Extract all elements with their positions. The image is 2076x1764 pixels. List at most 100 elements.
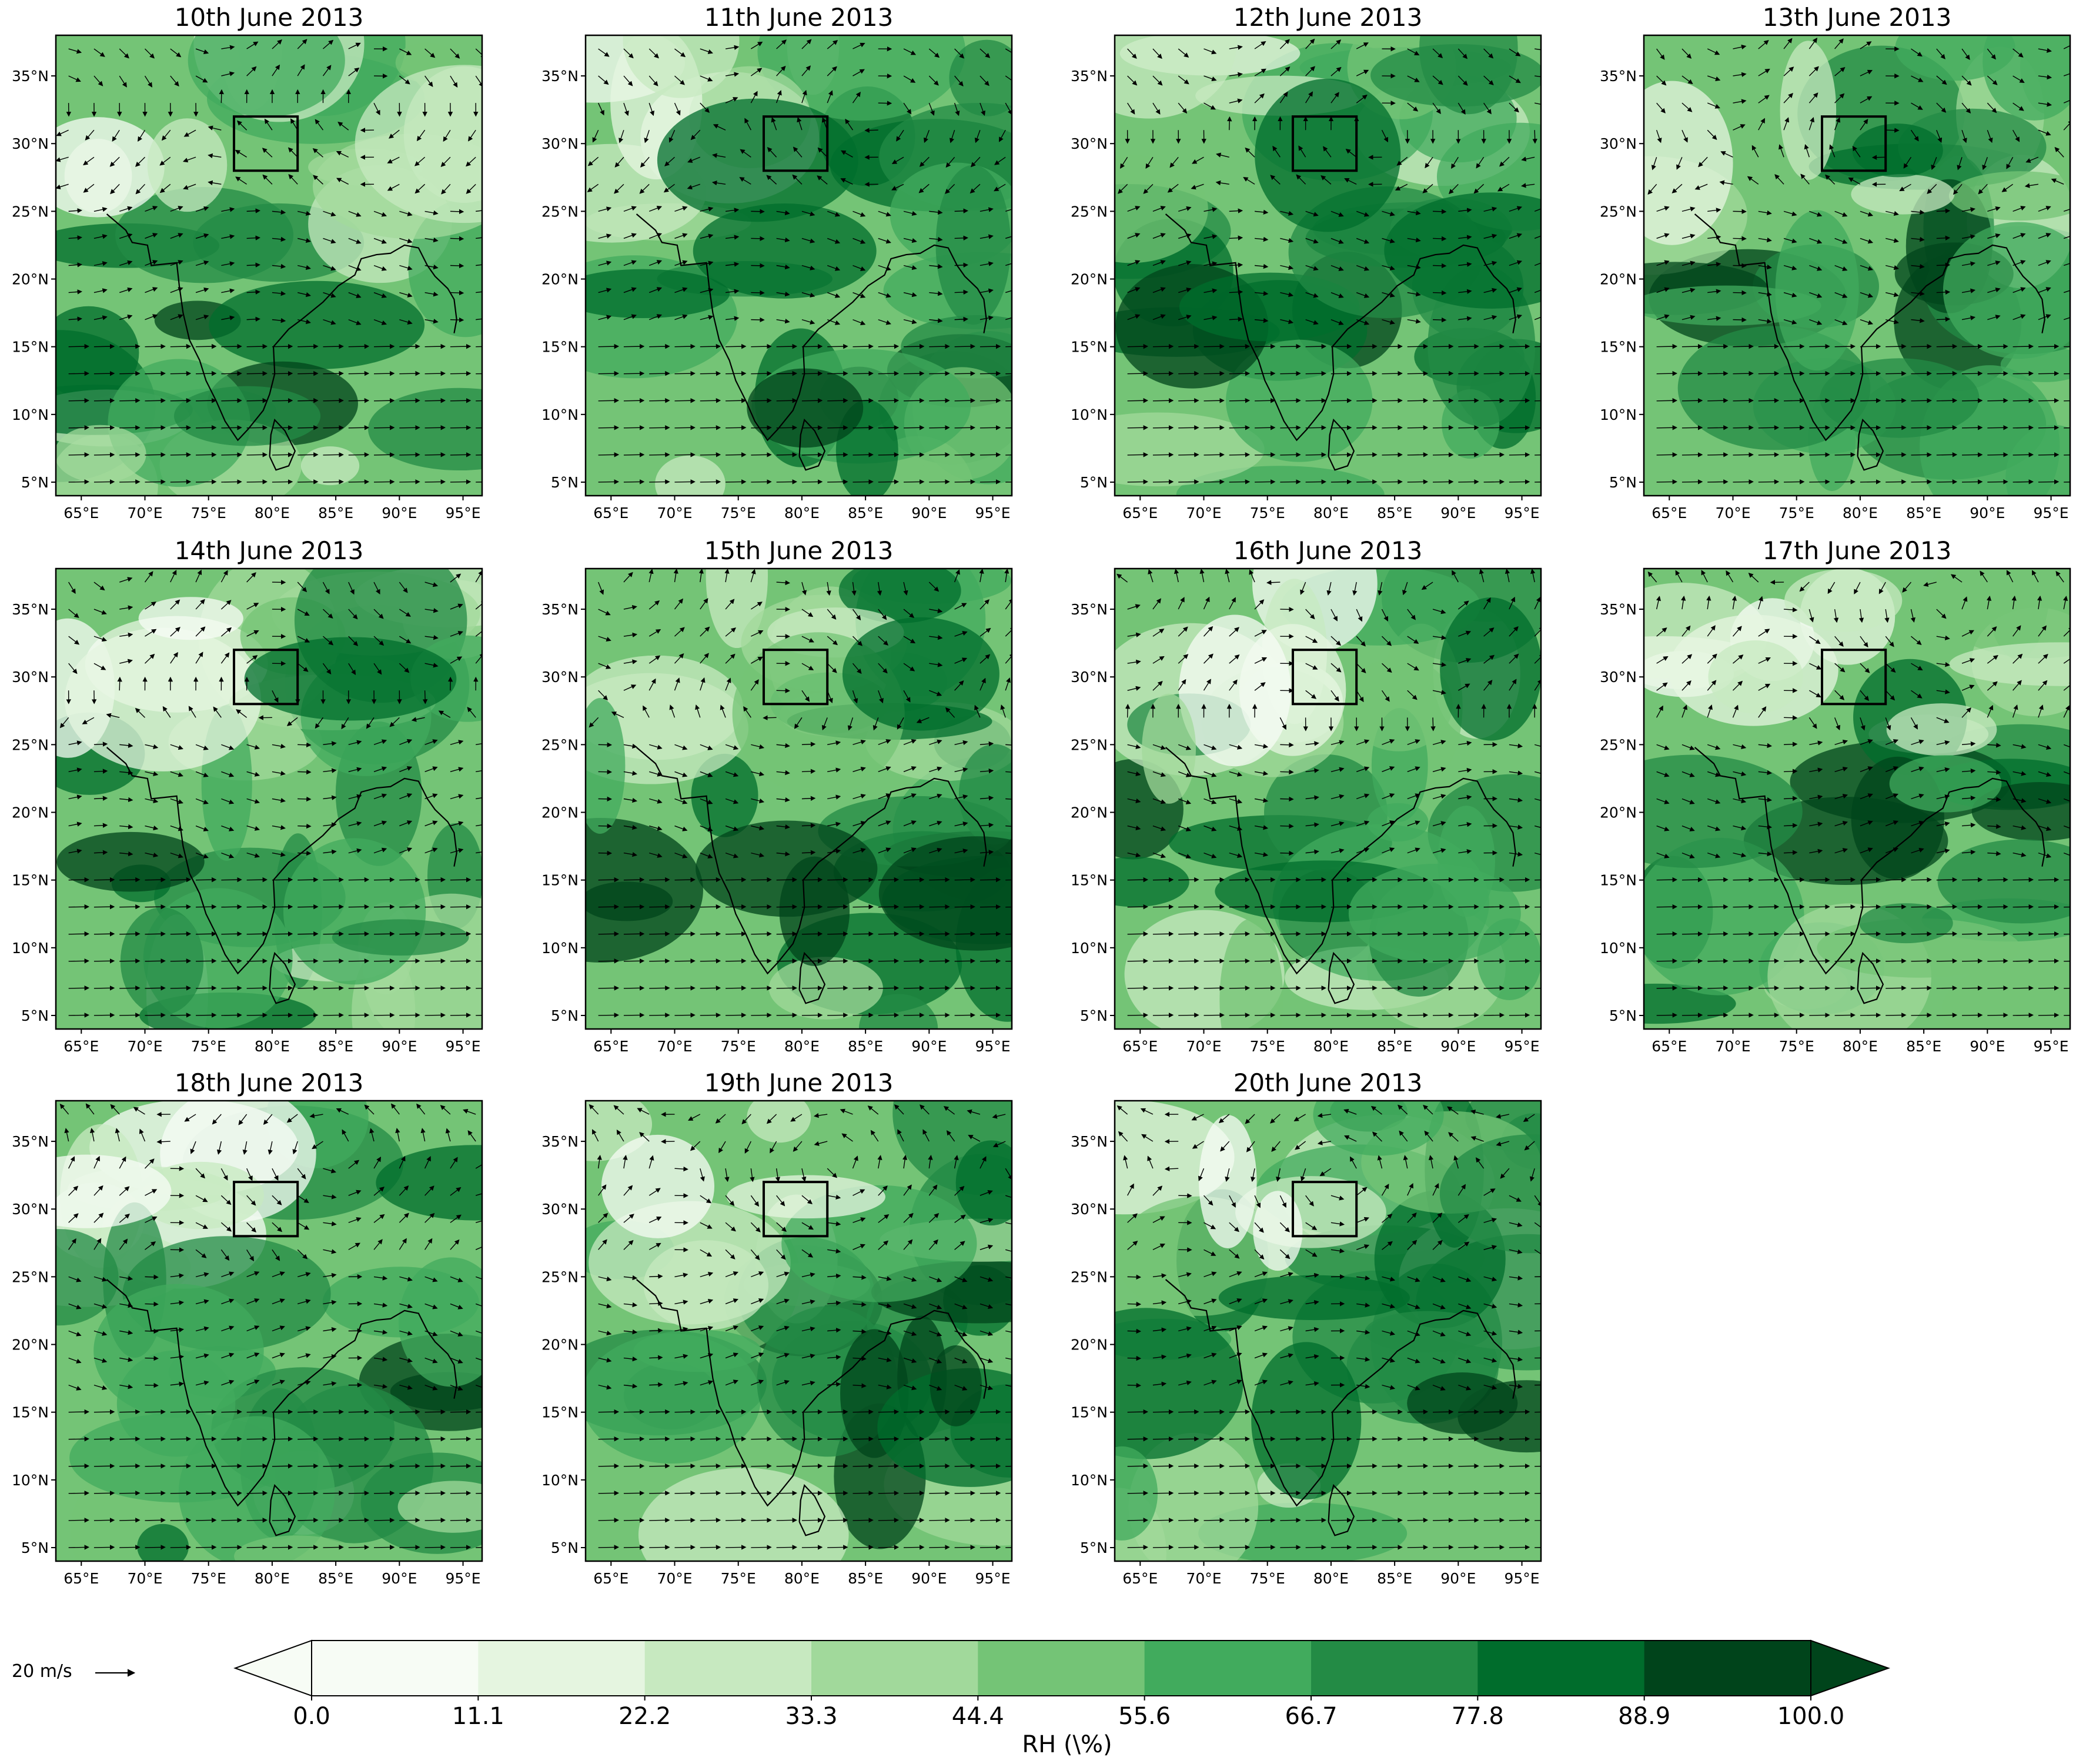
lon-tick-label: 75°E bbox=[191, 1038, 226, 1055]
rh-contour bbox=[657, 98, 858, 222]
india-coastline bbox=[106, 213, 457, 442]
wind-arrow bbox=[424, 75, 433, 87]
wind-arrow bbox=[272, 1545, 293, 1550]
wind-arrow bbox=[1280, 343, 1301, 349]
wind-arrow bbox=[726, 1545, 747, 1550]
wind-arrow bbox=[949, 129, 955, 143]
lon-tick-label: 70°E bbox=[657, 1570, 692, 1587]
wind-arrow bbox=[726, 1518, 747, 1523]
wind-arrow bbox=[648, 287, 663, 293]
wind-arrow bbox=[954, 102, 960, 116]
wind-arrow bbox=[1834, 398, 1856, 403]
wind-arrow bbox=[801, 211, 815, 216]
wind-arrow bbox=[1280, 1491, 1301, 1496]
wind-arrow bbox=[980, 343, 1001, 349]
wind-arrow bbox=[1681, 370, 1703, 376]
wind-arrow bbox=[801, 398, 823, 403]
wind-arrow bbox=[1681, 343, 1703, 349]
wind-arrow bbox=[272, 236, 286, 242]
rh-contour bbox=[283, 838, 426, 985]
wind-arrow bbox=[468, 129, 476, 142]
wind-arrow bbox=[2038, 343, 2060, 349]
wind-arrow bbox=[272, 370, 293, 376]
wind-arrow bbox=[1758, 398, 1780, 403]
lat-tick-label: 25°N bbox=[1071, 1268, 1108, 1285]
wind-arrow bbox=[1860, 398, 1881, 403]
wind-arrow bbox=[145, 1491, 166, 1496]
wind-arrow bbox=[68, 208, 82, 213]
lon-tick-label: 90°E bbox=[911, 505, 947, 522]
wind-arrow bbox=[93, 370, 115, 376]
wind-arrow bbox=[221, 1491, 242, 1496]
wind-arrow bbox=[424, 237, 439, 243]
wind-arrow bbox=[1279, 66, 1291, 76]
wind-arrow bbox=[323, 370, 344, 376]
wind-arrow bbox=[1433, 370, 1454, 376]
wind-arrow bbox=[751, 343, 772, 349]
lat-tick-label: 35°N bbox=[1600, 68, 1637, 85]
lat-tick-label: 30°N bbox=[541, 1201, 579, 1218]
wind-arrow bbox=[1733, 343, 1754, 349]
wind-arrow bbox=[93, 207, 108, 212]
wind-arrow bbox=[776, 1518, 798, 1523]
wind-arrow bbox=[700, 343, 721, 349]
wind-arrow bbox=[598, 102, 604, 116]
wind-arrow bbox=[348, 425, 370, 430]
wind-arrow bbox=[399, 75, 410, 85]
wind-arrow bbox=[272, 398, 293, 403]
wind-arrow bbox=[1681, 398, 1703, 403]
wind-arrow bbox=[1407, 370, 1429, 376]
wind-arrow bbox=[1457, 75, 1468, 86]
lon-tick-label: 90°E bbox=[382, 1570, 417, 1587]
lat-tick-label: 20°N bbox=[12, 804, 49, 821]
wind-arrow bbox=[1407, 425, 1429, 430]
wind-arrow bbox=[93, 261, 108, 266]
wind-arrow bbox=[751, 1491, 772, 1496]
wind-arrow bbox=[687, 183, 701, 190]
wind-arrow bbox=[928, 75, 939, 86]
wind-arrow bbox=[1005, 346, 1012, 348]
wind-arrow bbox=[587, 156, 599, 166]
wind-arrow bbox=[1407, 1545, 1429, 1550]
wind-arrow bbox=[297, 292, 311, 298]
wind-arrow bbox=[68, 262, 82, 268]
wind-arrow bbox=[1656, 425, 1678, 430]
wind-arrow bbox=[1255, 1491, 1276, 1496]
wind-arrow bbox=[744, 118, 751, 131]
wind-arrow bbox=[297, 211, 311, 216]
wind-arrow bbox=[1834, 370, 1856, 376]
wind-arrow bbox=[700, 1518, 721, 1523]
lon-tick-label: 75°E bbox=[1779, 1038, 1814, 1055]
wind-arrow bbox=[776, 1545, 798, 1550]
wind-arrow bbox=[891, 156, 904, 165]
wind-arrow bbox=[348, 265, 362, 271]
wind-arrow bbox=[1784, 425, 1805, 430]
lat-tick-label: 10°N bbox=[12, 940, 49, 957]
wind-arrow bbox=[348, 211, 362, 217]
colorbar-label: RH (\%) bbox=[1022, 1731, 1112, 1758]
wind-arrow bbox=[929, 236, 943, 242]
wind-arrow bbox=[1509, 48, 1521, 56]
wind-arrow bbox=[1356, 398, 1378, 403]
wind-arrow bbox=[246, 1545, 268, 1550]
wind-arrow bbox=[56, 156, 69, 162]
wind-arrow bbox=[1266, 580, 1281, 585]
wind-arrow bbox=[195, 75, 208, 83]
wind-arrow bbox=[623, 102, 629, 116]
lat-tick-label: 20°N bbox=[1071, 271, 1108, 288]
wind-arrow bbox=[272, 318, 286, 323]
wind-arrow bbox=[878, 1545, 900, 1550]
wind-arrow bbox=[598, 1518, 620, 1523]
wind-arrow bbox=[119, 48, 129, 59]
wind-arrow bbox=[450, 398, 472, 403]
wind-arrow bbox=[649, 370, 670, 376]
wind-arrow bbox=[970, 156, 981, 168]
wind-arrow bbox=[853, 238, 866, 244]
wind-arrow bbox=[68, 398, 90, 403]
wind-arrow bbox=[56, 129, 69, 136]
wind-arrow bbox=[1152, 343, 1174, 349]
wind-arrow bbox=[1681, 425, 1703, 430]
wind-arrow bbox=[1005, 102, 1012, 115]
wind-arrow bbox=[1509, 1545, 1530, 1550]
wind-arrow bbox=[1432, 48, 1443, 58]
